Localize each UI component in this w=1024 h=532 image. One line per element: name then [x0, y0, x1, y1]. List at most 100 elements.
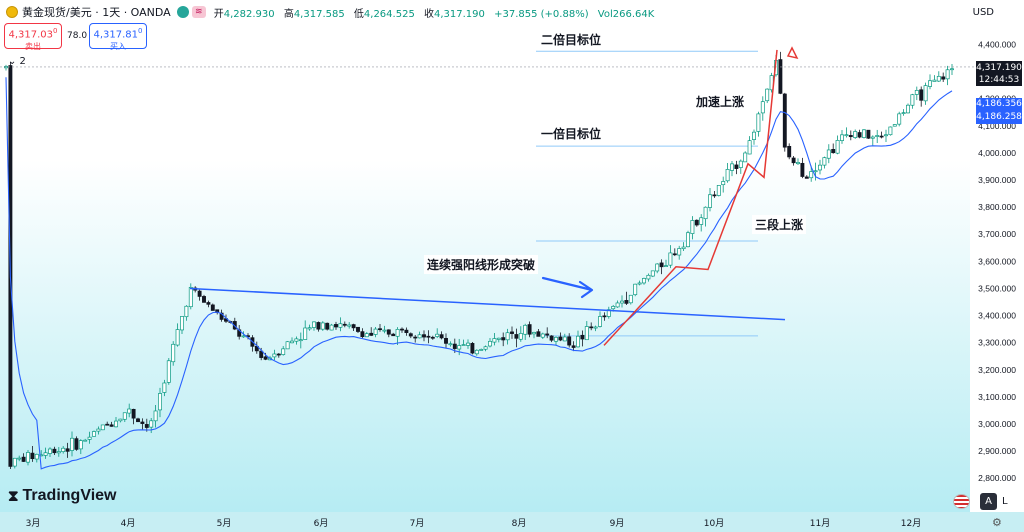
candle-up [540, 333, 545, 338]
us-flag-icon[interactable] [953, 494, 970, 509]
time-tick-label: 9月 [610, 518, 625, 529]
candle-down [804, 176, 809, 179]
candle-up [153, 410, 158, 422]
candle-down [219, 312, 224, 320]
candle-down [919, 89, 924, 101]
annotation-accelerate[interactable]: 加速上涨 [693, 92, 748, 111]
candle-up [813, 170, 818, 173]
candle-down [413, 336, 418, 339]
candle-up [241, 335, 246, 338]
candle-up [162, 382, 167, 393]
candle-up [158, 393, 162, 411]
candle-up [721, 181, 726, 186]
candle-up [598, 316, 602, 327]
candle-up [100, 424, 105, 431]
candle-down [782, 93, 787, 148]
buy-button[interactable]: 4,317.810 买入 [89, 23, 147, 51]
candle-up [56, 451, 61, 454]
indicators-toggle[interactable]: ⌄ 2 [8, 56, 26, 67]
candle-down [378, 328, 382, 331]
candle-up [923, 85, 928, 102]
candle-up [448, 343, 453, 346]
price-tick-label: 3,800.000 [978, 202, 1016, 212]
candle-up [910, 94, 915, 106]
annotation-single-target[interactable]: 一倍目标位 [538, 124, 605, 143]
time-axis: 3月 4月 5月 6月 7月 8月 9月 10月 11月 12月 [26, 518, 922, 529]
candle-down [879, 135, 884, 138]
sell-price: 4,317.03 [8, 29, 54, 41]
price-tick-label: 3,000.000 [978, 419, 1016, 429]
candle-up [118, 418, 123, 422]
candle-down [30, 452, 35, 460]
candle-up [43, 452, 48, 456]
candle-up [92, 431, 96, 437]
candle-up [466, 342, 470, 346]
change-value: +37.855 (+0.88%) [494, 8, 589, 20]
candle-down [105, 423, 110, 426]
candle-up [435, 333, 440, 337]
candle-up [562, 336, 567, 342]
time-tick-label: 7月 [410, 518, 425, 529]
log-scale-button[interactable]: L [1002, 496, 1008, 507]
candle-up [523, 324, 528, 335]
candle-up [294, 338, 299, 342]
candle-up [690, 220, 695, 234]
candle-up [338, 323, 343, 328]
time-tick-label: 10月 [704, 518, 724, 529]
candle-up [716, 185, 721, 196]
open-label: 开 [213, 8, 224, 20]
candle-down [694, 219, 699, 226]
candle-down [426, 335, 431, 338]
annotation-three-waves[interactable]: 三段上涨 [752, 215, 807, 234]
candle-up [329, 324, 334, 331]
candle-down [602, 315, 607, 318]
candle-down [857, 132, 862, 138]
settings-gear-icon[interactable]: ⚙ [992, 516, 1002, 529]
candle-up [840, 134, 844, 141]
candle-down [624, 300, 629, 304]
price-tick-label: 2,800.000 [978, 473, 1016, 483]
candle-up [928, 80, 932, 87]
candle-up [483, 346, 488, 350]
candle-up [114, 420, 118, 428]
currency-label[interactable]: USD [972, 7, 994, 18]
symbol-title[interactable]: 黄金现货/美元 · 1天 · OANDA [22, 6, 171, 19]
candle-up [373, 328, 378, 335]
auto-scale-button[interactable]: A [980, 493, 997, 510]
candle-up [474, 349, 479, 355]
candle-up [677, 248, 682, 256]
candle-up [298, 339, 303, 342]
price-tick-label: 3,900.000 [978, 175, 1016, 185]
candle-down [386, 329, 391, 335]
candle-up [686, 232, 690, 248]
high-value: 4,317.585 [293, 8, 345, 20]
candle-down [21, 456, 26, 462]
candle-up [914, 90, 919, 95]
close-label: 收 [424, 8, 434, 20]
spread-value: 78.0 [67, 31, 88, 41]
candle-down [527, 324, 532, 335]
market-status-icon [176, 6, 189, 18]
candle-down [356, 326, 360, 332]
price-tick-label: 3,600.000 [978, 256, 1016, 266]
candle-up [26, 452, 30, 463]
candle-up [48, 448, 52, 454]
candle-up [70, 437, 74, 451]
candle-down [136, 418, 140, 423]
candle-up [576, 335, 580, 348]
annotation-double-target[interactable]: 二倍目标位 [538, 30, 605, 49]
candle-down [65, 448, 70, 452]
candle-up [936, 75, 941, 82]
tradingview-logo[interactable]: ⧗ TradingView [8, 487, 116, 505]
ma-fast-badge: 4,186.356 [976, 98, 1022, 111]
annotation-breakout[interactable]: 连续强阳线形成突破 [424, 255, 539, 274]
candle-down [202, 296, 206, 303]
candle-up [853, 131, 858, 138]
candle-down [791, 157, 796, 164]
candle-up [646, 274, 651, 280]
sell-button[interactable]: 4,317.030 卖出 [4, 23, 62, 51]
candle-up [897, 113, 902, 125]
candle-down [325, 322, 330, 330]
